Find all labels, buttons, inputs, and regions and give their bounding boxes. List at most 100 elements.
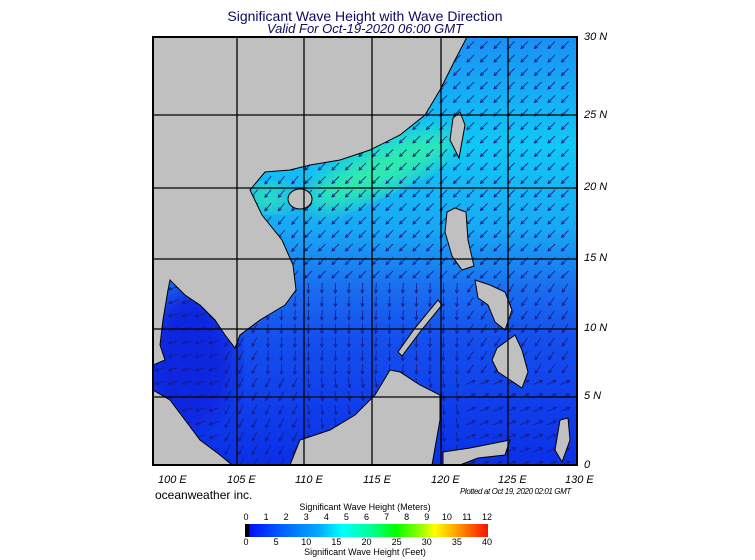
colorbar-tick-meters: 5 (343, 512, 349, 522)
wave-direction-arrow (400, 309, 405, 321)
wave-direction-arrow (238, 364, 244, 375)
wave-direction-arrow (547, 243, 556, 252)
wave-direction-arrow (466, 81, 475, 90)
wave-direction-arrow (519, 433, 530, 439)
wave-direction-arrow (344, 243, 353, 252)
wave-direction-arrow (292, 350, 297, 362)
wave-direction-arrow (493, 216, 502, 225)
colorbar-tick-meters: 4 (323, 512, 329, 522)
wave-direction-arrow (441, 390, 446, 402)
lon-label: 120 E (431, 474, 460, 486)
wave-direction-arrow (425, 270, 434, 279)
wave-direction-arrow (467, 337, 474, 347)
wave-direction-arrow (493, 230, 502, 239)
wave-direction-arrow (425, 189, 434, 198)
colorbar-tick-meters: 2 (283, 512, 289, 522)
wave-direction-arrow (479, 406, 490, 412)
wave-direction-arrow (344, 270, 353, 279)
wave-direction-arrow (479, 216, 488, 225)
land (153, 37, 571, 465)
wave-direction-arrow (385, 203, 394, 212)
wave-direction-arrow (414, 336, 419, 348)
wave-direction-arrow (465, 406, 476, 412)
wave-direction-arrow (452, 162, 461, 171)
land-palawan (397, 299, 443, 357)
wave-direction-arrow (521, 337, 528, 347)
wave-direction-arrow (360, 309, 365, 321)
wave-direction-arrow (520, 54, 529, 63)
wave-direction-arrow (520, 68, 529, 77)
wave-direction-arrow (251, 458, 258, 465)
wave-direction-arrow (358, 176, 367, 185)
wave-direction-arrow (560, 176, 569, 185)
lon-label: 125 E (498, 474, 527, 486)
wave-direction-arrow (344, 203, 353, 212)
wave-direction-arrow (467, 283, 474, 293)
wave-direction-arrow (208, 353, 219, 359)
wave-direction-arrow (560, 270, 569, 279)
lat-label: 5 N (584, 390, 602, 402)
wave-direction-arrow (534, 351, 542, 361)
lon-label: 105 E (227, 474, 256, 486)
wave-direction-arrow (291, 175, 299, 185)
lat-label: 20 N (584, 181, 608, 193)
wave-direction-arrow (292, 363, 297, 375)
wave-direction-arrow (251, 364, 258, 375)
wave-direction-arrow (466, 270, 475, 279)
wave-direction-arrow (398, 230, 407, 239)
wave-direction-arrow (479, 176, 488, 185)
wave-direction-arrow (467, 310, 474, 320)
wave-direction-arrow (533, 189, 542, 198)
wave-direction-arrow (265, 418, 271, 429)
land-luzon (444, 207, 475, 271)
wave-direction-arrow (547, 135, 556, 144)
wave-direction-arrow (331, 189, 340, 198)
wave-direction-arrow (358, 243, 367, 252)
wave-direction-arrow (181, 313, 192, 318)
wave-direction-arrow (358, 216, 367, 225)
wave-direction-arrow (292, 377, 298, 388)
wave-direction-arrow (441, 417, 446, 429)
wave-direction-arrow (441, 336, 446, 348)
wave-direction-arrow (167, 353, 179, 359)
wave-direction-arrow (347, 404, 352, 416)
wave-direction-arrow (479, 122, 488, 131)
wave-direction-arrow (279, 309, 284, 321)
wave-direction-arrow (548, 283, 555, 293)
wave-direction-arrow (479, 54, 488, 63)
wave-direction-arrow (304, 270, 313, 279)
wave-direction-arrow (520, 243, 529, 252)
wave-direction-arrow (548, 310, 555, 320)
wave-direction-arrow (373, 282, 378, 294)
colorbar-tick-feet: 35 (451, 537, 462, 547)
wave-direction-arrow (467, 297, 474, 307)
wave-direction-arrow (425, 149, 434, 158)
wave-direction-arrow (331, 162, 340, 171)
wave-direction-arrow (238, 377, 244, 388)
wave-direction-arrow (479, 420, 490, 426)
wave-direction-arrow (560, 189, 569, 198)
colorbar (245, 524, 488, 537)
wave-direction-arrow (466, 95, 475, 104)
wave-direction-arrow (560, 230, 569, 239)
colorbar-tick-meters: 3 (303, 512, 309, 522)
wave-direction-arrow (441, 296, 446, 308)
wave-direction-arrow (251, 350, 258, 361)
wave-direction-arrow (320, 417, 325, 429)
land-asia-mainland (153, 37, 468, 366)
wave-direction-arrow (493, 122, 502, 131)
wave-direction-arrow (277, 216, 285, 226)
wave-direction-arrow (547, 162, 556, 171)
wave-direction-arrow (521, 283, 528, 293)
wave-direction-arrow (479, 95, 488, 104)
wave-direction-arrow (277, 189, 285, 199)
wave-direction-arrow (208, 434, 219, 440)
wave-direction-arrow (414, 309, 419, 321)
wave-direction-arrow (467, 364, 474, 374)
wave-direction-arrow (374, 377, 379, 389)
wave-direction-arrow (519, 406, 530, 412)
wave-direction-arrow (480, 364, 488, 374)
wave-direction-arrow (452, 176, 461, 185)
wave-direction-arrow (224, 350, 231, 361)
wave-direction-arrow (425, 122, 434, 131)
